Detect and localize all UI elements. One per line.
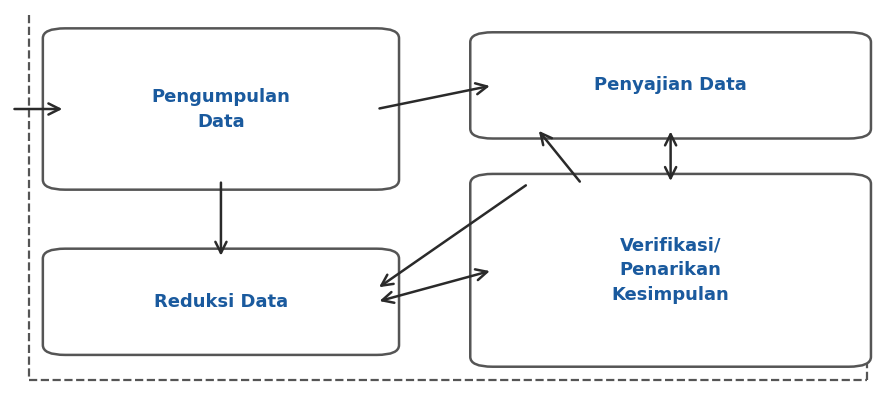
FancyBboxPatch shape: [470, 174, 871, 367]
Text: Penyajian Data: Penyajian Data: [594, 76, 747, 95]
FancyBboxPatch shape: [43, 249, 399, 355]
Text: Pengumpulan
Data: Pengumpulan Data: [151, 87, 290, 130]
Text: Reduksi Data: Reduksi Data: [154, 293, 288, 311]
FancyBboxPatch shape: [43, 28, 399, 190]
FancyBboxPatch shape: [470, 32, 871, 138]
Text: Verifikasi/
Penarikan
Kesimpulan: Verifikasi/ Penarikan Kesimpulan: [612, 236, 729, 304]
